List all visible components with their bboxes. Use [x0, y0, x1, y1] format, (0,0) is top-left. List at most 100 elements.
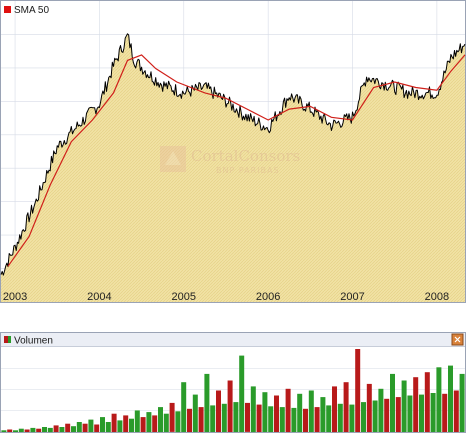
volume-bar: [459, 373, 465, 432]
volume-bar: [413, 377, 419, 432]
volume-bar: [192, 394, 198, 432]
x-axis-ticks: 2003 2004 2005 2006 2007 2008: [3, 291, 449, 303]
volume-bar: [303, 408, 308, 432]
volume-bar: [407, 395, 413, 432]
volume-bar: [117, 420, 123, 432]
volume-bar: [210, 405, 216, 432]
volume-bar: [82, 423, 88, 432]
legend-swatch-green-part: [8, 336, 11, 343]
volume-bar: [30, 427, 36, 433]
volume-bar: [123, 415, 129, 432]
legend-sma-label: SMA 50: [14, 5, 49, 16]
volume-bar: [187, 408, 192, 432]
volume-bar: [134, 410, 140, 432]
volume-bar: [129, 418, 134, 432]
volume-bar: [361, 402, 366, 432]
legend-volume-label: Volumen: [14, 336, 53, 347]
volume-bar: [366, 383, 372, 432]
x-tick-label: 2005: [172, 291, 196, 303]
volume-bar: [24, 429, 30, 432]
volume-bar: [308, 390, 314, 432]
volume-bar: [76, 422, 82, 432]
watermark-logo: CortalConsors BNP PARIBAS: [160, 146, 300, 175]
volume-bar: [88, 419, 94, 432]
volume-bar: [7, 429, 13, 432]
volume-bar: [378, 388, 384, 432]
volume-bar: [285, 388, 291, 432]
volume-bar: [181, 382, 187, 432]
volume-bar: [71, 426, 76, 432]
price-line: [0, 33, 466, 276]
volume-bar: [442, 393, 448, 432]
volume-bar: [343, 382, 349, 432]
volume-bar: [320, 397, 326, 432]
volume-bar: [175, 411, 181, 433]
volume-bar: [291, 407, 297, 432]
watermark-emblem: [160, 146, 186, 172]
volume-bar: [1, 430, 7, 432]
volume-bar: [239, 355, 245, 432]
volume-bar: [448, 365, 453, 432]
volume-bar: [42, 427, 47, 432]
volume-bar: [326, 405, 332, 432]
watermark-text: CortalConsors: [191, 147, 300, 165]
volume-bar: [256, 404, 262, 432]
volume-bar: [198, 407, 204, 432]
volume-bar: [169, 402, 175, 432]
volume-bar: [65, 423, 71, 432]
volume-bar: [53, 425, 59, 432]
sma-50-line: [7, 54, 466, 267]
legend-swatch-red: [4, 6, 11, 13]
volume-bar: [436, 367, 442, 432]
volume-bar: [245, 402, 250, 432]
volume-bar: [221, 403, 227, 432]
volume-bar: [100, 417, 105, 432]
volume-bar: [204, 373, 210, 432]
legend-swatch-red-green: [4, 336, 8, 343]
x-tick-label: 2004: [87, 291, 111, 303]
volume-bar: [395, 397, 401, 432]
x-tick-label: 2007: [340, 291, 364, 303]
volume-bar: [332, 386, 337, 433]
volume-bar: [13, 430, 18, 432]
volume-bar: [140, 417, 146, 432]
volume-bar: [105, 422, 111, 432]
volume-bar: [453, 390, 459, 432]
volume-bar: [158, 407, 163, 432]
volume-bar: [314, 407, 320, 432]
volume-bar: [355, 349, 361, 432]
volume-panel-border: [0, 332, 466, 433]
volume-bar: [262, 392, 268, 432]
volume-bar: [268, 406, 274, 432]
volume-bar: [297, 393, 303, 432]
volume-bar: [279, 407, 285, 432]
watermark-subtext: BNP PARIBAS: [216, 166, 280, 175]
volume-bar: [111, 413, 117, 432]
volume-bar: [390, 373, 395, 432]
volume-bar: [250, 386, 256, 433]
price-panel: CortalConsors BNP PARIBAS SMA 50 2003 200…: [0, 0, 466, 303]
volume-bar: [401, 380, 407, 432]
volume-bar: [152, 415, 158, 432]
volume-bar: [337, 403, 343, 432]
volume-bar: [146, 412, 152, 432]
price-area-fill: [1, 33, 465, 303]
volume-bar: [216, 390, 221, 432]
x-tick-label: 2008: [425, 291, 449, 303]
volume-bar: [94, 424, 100, 432]
volume-header: [1, 333, 465, 346]
volume-bar: [419, 394, 424, 432]
x-tick-label: 2003: [3, 291, 27, 303]
volume-bar: [227, 380, 233, 432]
volume-bar: [163, 413, 169, 432]
volume-panel: Volumen: [0, 332, 466, 433]
volume-bar: [233, 402, 239, 432]
volume-bar: [424, 372, 430, 432]
volume-bar: [18, 428, 24, 432]
x-tick-label: 2006: [256, 291, 280, 303]
volume-bar: [59, 427, 65, 432]
volume-bar: [349, 404, 355, 432]
volume-bar: [384, 398, 390, 432]
panel-close-icon[interactable]: [451, 333, 464, 346]
